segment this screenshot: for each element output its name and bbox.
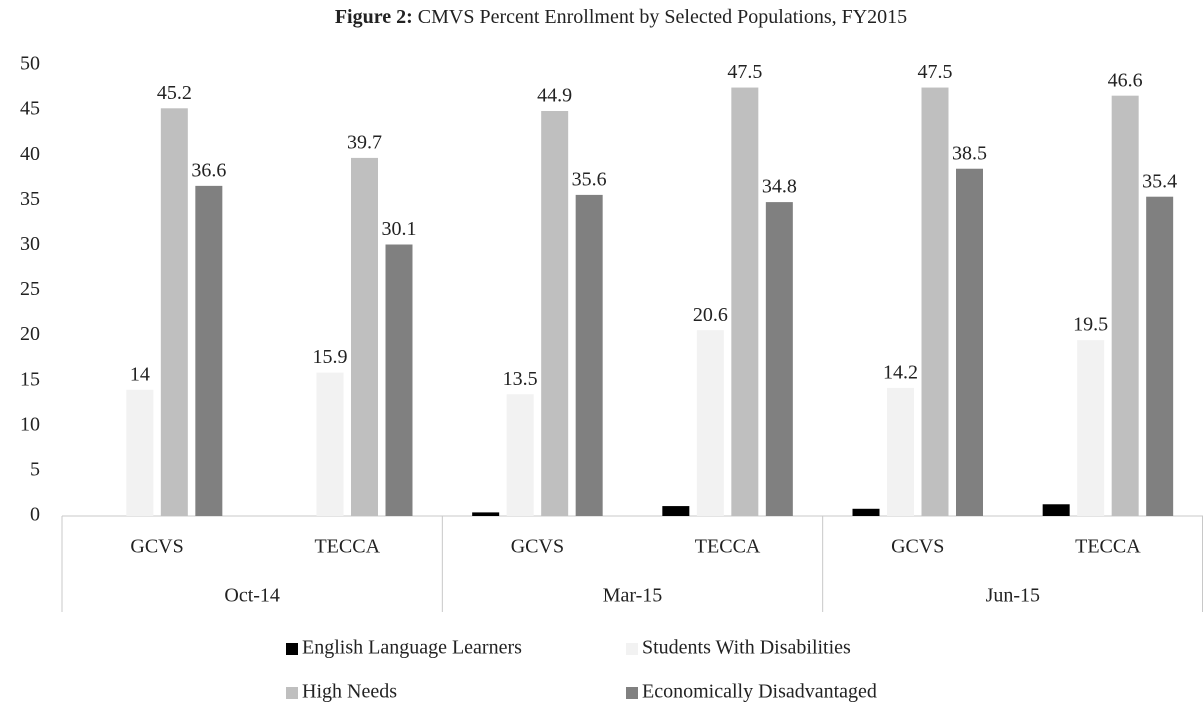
chart-title: Figure 2: CMVS Percent Enrollment by Sel…	[335, 6, 907, 28]
bar	[160, 108, 188, 517]
legend-swatch	[626, 643, 638, 655]
x-tick-label: TECCA	[695, 536, 761, 558]
bar	[1042, 504, 1070, 516]
bar	[506, 394, 534, 516]
data-label: 36.6	[191, 159, 226, 181]
x-tick-label: GCVS	[891, 536, 944, 558]
y-tick-label: 0	[30, 504, 40, 526]
bar	[126, 389, 154, 516]
data-label: 34.8	[762, 176, 797, 198]
y-tick-label: 35	[20, 188, 40, 210]
legend-swatch	[286, 687, 298, 699]
y-tick-label: 20	[20, 323, 40, 345]
x-tick-label: TECCA	[314, 536, 380, 558]
bar	[765, 202, 793, 516]
group-label: Mar-15	[603, 585, 663, 607]
y-tick-label: 50	[20, 53, 40, 75]
bar	[316, 372, 344, 516]
y-tick-label: 15	[20, 368, 40, 390]
data-label: 15.9	[313, 346, 348, 368]
bar	[731, 87, 759, 517]
data-label: 14	[130, 363, 150, 385]
bar	[1111, 95, 1139, 516]
data-label: 38.5	[952, 142, 987, 164]
legend-label: Students With Disabilities	[642, 637, 851, 659]
bar	[887, 387, 914, 516]
data-label: 13.5	[503, 368, 538, 390]
bar	[921, 87, 949, 517]
data-label: 47.5	[727, 61, 762, 83]
bar	[351, 157, 378, 516]
title-text: CMVS Percent Enrollment by Selected Popu…	[418, 6, 907, 28]
legend-swatch	[626, 687, 638, 699]
y-tick-label: 30	[20, 233, 40, 255]
bar	[852, 508, 880, 516]
y-tick-label: 5	[30, 458, 40, 480]
bar	[472, 512, 500, 516]
legend-label: Economically Disadvantaged	[642, 681, 877, 703]
y-tick-label: 45	[20, 98, 40, 120]
bar	[696, 330, 724, 516]
data-label: 44.9	[537, 85, 572, 107]
data-label: 35.4	[1142, 170, 1177, 192]
bar	[1077, 340, 1105, 516]
data-label: 47.5	[918, 61, 953, 83]
y-tick-label: 25	[20, 278, 40, 300]
bar	[195, 185, 223, 517]
bar	[956, 168, 983, 517]
data-label: 14.2	[883, 362, 918, 384]
data-label: 30.1	[382, 218, 417, 240]
bar	[385, 244, 413, 517]
group-label: Oct-14	[224, 585, 280, 607]
bar	[662, 506, 690, 516]
data-label: 39.7	[347, 131, 382, 153]
bar	[575, 194, 603, 516]
legend-label: English Language Learners	[302, 637, 522, 659]
data-label: 45.2	[157, 82, 192, 104]
title-label: Figure 2:	[335, 6, 413, 28]
bar	[541, 111, 569, 516]
data-label: 35.6	[572, 168, 607, 190]
legend-label: High Needs	[302, 681, 397, 703]
data-label: 46.6	[1108, 69, 1143, 91]
bar	[1146, 196, 1174, 516]
x-tick-label: TECCA	[1075, 536, 1141, 558]
x-tick-label: GCVS	[130, 536, 183, 558]
data-label: 19.5	[1073, 314, 1108, 336]
group-label: Jun-15	[986, 585, 1040, 607]
y-tick-label: 40	[20, 143, 40, 165]
legend-swatch	[286, 643, 298, 655]
x-tick-label: GCVS	[511, 536, 564, 558]
data-label: 20.6	[693, 304, 728, 326]
y-tick-label: 10	[20, 413, 40, 435]
